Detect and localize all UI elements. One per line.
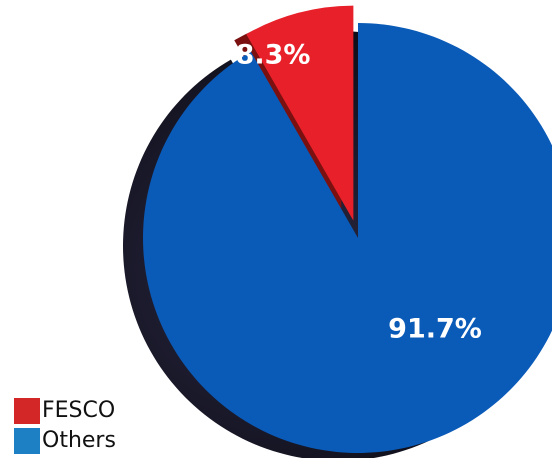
chart-legend: FESCO Others: [14, 398, 116, 454]
pie-slices: [143, 5, 552, 453]
slice-others: [143, 23, 552, 453]
legend-label-fesco: FESCO: [42, 398, 116, 423]
legend-item-fesco: FESCO: [14, 398, 116, 424]
legend-swatch-others: [14, 428, 40, 454]
data-label-others: 91.7%: [388, 314, 482, 345]
legend-item-others: Others: [14, 428, 116, 454]
data-label-fesco: 8.3%: [236, 40, 311, 71]
legend-swatch-fesco: [14, 398, 40, 424]
slice-fesco: [246, 5, 354, 221]
pie-data-labels: 8.3% 91.7%: [236, 40, 482, 345]
legend-label-others: Others: [42, 428, 116, 453]
